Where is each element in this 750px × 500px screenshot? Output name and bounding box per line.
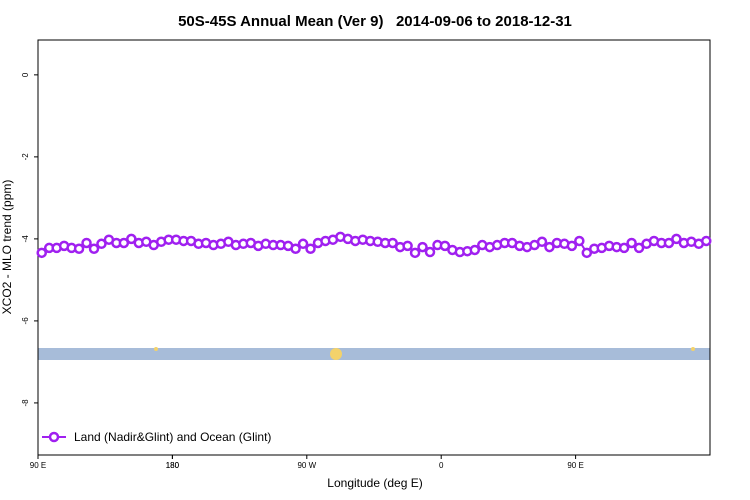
legend-marker (48, 431, 60, 443)
x-tick-label: 90 E (567, 461, 583, 470)
point (305, 243, 316, 254)
chart-title: 50S-45S Annual Mean (Ver 9) 2014-09-06 t… (178, 13, 572, 30)
y-tick-label: -2 (21, 153, 30, 161)
point (663, 237, 675, 249)
point (387, 237, 398, 249)
point (126, 233, 137, 245)
point (544, 241, 555, 253)
point (701, 235, 712, 247)
point (81, 237, 92, 249)
coverage-band (38, 348, 710, 360)
point (671, 233, 682, 245)
point (417, 241, 428, 253)
point (618, 242, 630, 254)
point (290, 243, 301, 254)
x-tick-label: 180 (166, 461, 180, 470)
coverage-spot (330, 348, 342, 360)
point (469, 244, 481, 256)
legend-label: Land (Nadir&Glint) and Ocean (Glint) (74, 430, 271, 444)
point (118, 237, 130, 249)
point (402, 240, 413, 252)
y-tick-label: -6 (21, 317, 30, 325)
point (96, 238, 107, 250)
y-tick-label: -4 (21, 235, 30, 243)
plot-frame (37, 39, 711, 456)
coverage-spot (154, 347, 158, 351)
x-tick-label: 90 E (30, 461, 46, 470)
x-axis-label: Longitude (deg E) (327, 476, 422, 490)
point (439, 240, 451, 252)
point (73, 243, 85, 254)
point (36, 247, 47, 259)
y-axis-label: XCO2 - MLO trend (ppm) (0, 180, 14, 315)
point (297, 238, 309, 250)
y-tick-label: -8 (21, 399, 30, 407)
x-tick-label: 0 (439, 461, 444, 470)
point (633, 242, 645, 254)
point (566, 240, 578, 252)
point (581, 247, 593, 259)
point (424, 246, 436, 258)
point (88, 243, 100, 254)
x-tick-label: 180 (166, 461, 180, 470)
point (409, 247, 421, 259)
coverage-spot (691, 347, 695, 351)
point (626, 237, 637, 249)
point (574, 235, 585, 247)
x-tick-label: 90 W (297, 461, 316, 470)
point (536, 236, 548, 248)
y-tick-label: 0 (21, 72, 30, 77)
